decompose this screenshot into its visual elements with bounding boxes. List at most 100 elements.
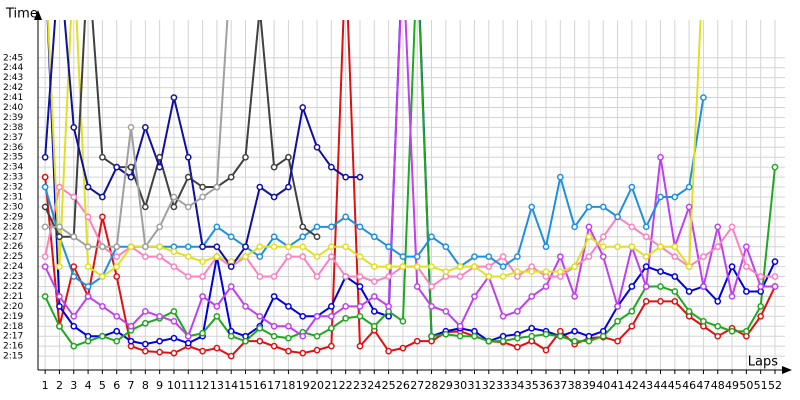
x-tick-label: 32: [482, 379, 496, 392]
point: [685, 288, 693, 295]
point: [84, 213, 92, 221]
point: [671, 243, 679, 251]
point: [141, 347, 149, 355]
point: [156, 163, 163, 171]
y-tick-label: 2:19: [3, 312, 23, 322]
x-axis-label: Laps: [748, 355, 778, 370]
point: [413, 283, 421, 290]
point: [628, 307, 636, 315]
point: [156, 153, 163, 161]
x-tick-label: 33: [496, 379, 510, 392]
point: [99, 213, 106, 221]
point: [743, 327, 750, 335]
point: [571, 293, 578, 300]
point: [442, 307, 450, 315]
x-tick-label: 21: [324, 379, 338, 392]
y-tick-label: 2:30: [3, 202, 23, 212]
point: [113, 312, 121, 320]
point: [556, 332, 564, 340]
point: [184, 253, 192, 260]
point: [70, 263, 78, 270]
point: [542, 243, 550, 251]
x-axis-arrow: [782, 366, 792, 374]
point: [657, 283, 664, 290]
x-tick-label: 19: [296, 379, 310, 392]
point: [671, 193, 679, 201]
point: [657, 243, 664, 251]
x-tick-label: 5: [99, 379, 106, 392]
y-tick-label: 2:27: [3, 232, 23, 242]
x-tick-label: 30: [453, 379, 467, 392]
point: [728, 327, 736, 335]
point: [514, 334, 521, 342]
x-tick-label: 11: [181, 379, 195, 392]
x-tick-label: 44: [654, 379, 668, 392]
point: [41, 153, 49, 161]
y-tick-label: 2:40: [3, 103, 23, 113]
point: [99, 273, 106, 280]
x-tick-label: 28: [425, 379, 439, 392]
point: [370, 293, 378, 300]
y-tick-label: 2:31: [3, 192, 23, 202]
y-tick-label: 2:23: [3, 272, 23, 282]
point: [456, 332, 464, 340]
point: [328, 324, 335, 332]
point: [671, 273, 679, 280]
x-tick-label: 47: [696, 379, 710, 392]
point: [213, 344, 221, 352]
point: [199, 347, 206, 355]
point: [41, 263, 49, 270]
point: [413, 263, 421, 270]
point: [99, 303, 106, 310]
point: [156, 337, 163, 345]
point: [471, 253, 478, 260]
point: [528, 324, 536, 332]
point: [156, 223, 163, 231]
x-tick-label: 34: [510, 379, 524, 392]
y-tick-label: 2:35: [3, 153, 23, 163]
point: [328, 312, 335, 320]
point: [184, 339, 192, 347]
point: [671, 288, 679, 295]
series-line: [44, 20, 776, 358]
point: [714, 243, 722, 251]
x-tick-label: 52: [768, 379, 782, 392]
point: [299, 312, 307, 320]
point: [170, 94, 178, 101]
point: [113, 337, 121, 345]
y-tick-label: 2:20: [3, 302, 23, 312]
point: [671, 298, 679, 305]
point: [141, 124, 149, 131]
point: [113, 263, 121, 270]
point: [599, 332, 607, 340]
point: [41, 183, 49, 191]
x-tick-label: 46: [682, 379, 696, 392]
point: [270, 243, 278, 251]
point: [170, 263, 178, 270]
point: [728, 223, 736, 231]
point: [356, 253, 364, 260]
point: [514, 268, 521, 275]
x-tick-label: 31: [467, 379, 481, 392]
point: [299, 104, 307, 111]
point: [270, 293, 278, 300]
point: [285, 347, 292, 355]
point: [70, 322, 78, 330]
x-tick-label: 4: [85, 379, 92, 392]
point: [56, 322, 63, 330]
point: [599, 253, 607, 260]
point: [227, 173, 235, 181]
point: [442, 330, 450, 338]
point: [385, 347, 392, 355]
point: [184, 243, 192, 251]
point: [700, 317, 707, 325]
point: [657, 193, 664, 201]
point: [256, 183, 264, 191]
point: [328, 342, 335, 350]
point: [428, 233, 435, 241]
point: [199, 293, 206, 300]
point: [685, 307, 693, 315]
x-tick-label: 9: [156, 379, 163, 392]
point: [99, 193, 106, 201]
